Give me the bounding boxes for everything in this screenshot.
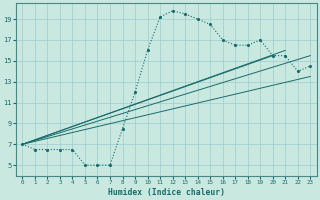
X-axis label: Humidex (Indice chaleur): Humidex (Indice chaleur) (108, 188, 225, 197)
